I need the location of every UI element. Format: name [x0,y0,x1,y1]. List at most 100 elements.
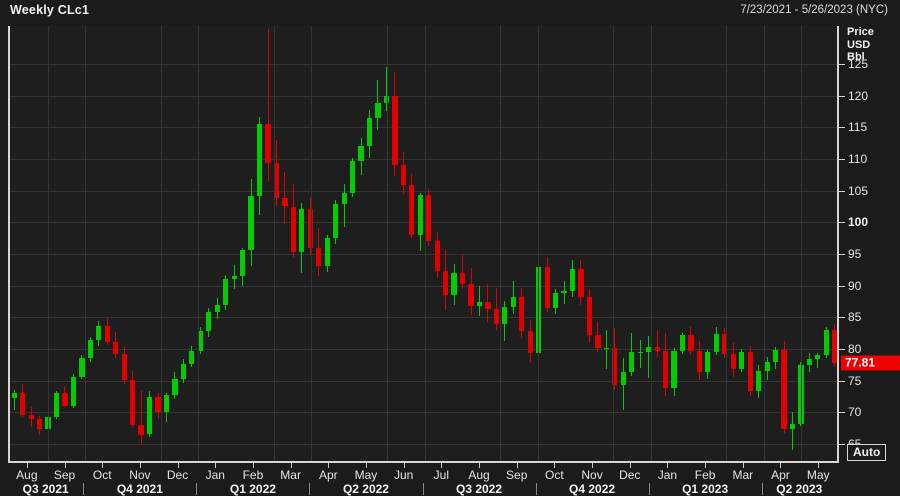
candle-body[interactable] [578,269,584,298]
candle-body[interactable] [121,354,127,381]
candle-body[interactable] [375,102,381,119]
candle-body[interactable] [832,330,837,363]
candle-body[interactable] [629,351,635,373]
candle-body[interactable] [552,293,559,308]
price-axis[interactable]: Price USD Bbl 125 120 115 110 105 100 95 90 85 80 75… [837,26,900,463]
candle-body[interactable] [679,335,686,351]
candle-body[interactable] [637,351,643,354]
time-axis[interactable]: Aug Sep Oct Nov Dec Jan Feb Mar Apr May Jun Jul Aug S… [8,463,837,496]
candle-body[interactable] [53,392,60,417]
candle-body[interactable] [240,250,246,276]
candle-body[interactable] [138,425,144,435]
candle-body[interactable] [620,372,626,386]
candle-body[interactable] [197,330,203,351]
candle-body[interactable] [443,271,449,296]
candle-body[interactable] [654,347,660,351]
candle-body[interactable] [11,393,17,399]
candle-body[interactable] [20,393,26,415]
candle-body[interactable] [104,326,110,343]
candle-body[interactable] [603,347,609,350]
candle-body[interactable] [62,392,68,406]
candle-body[interactable] [527,331,533,354]
plot-area[interactable] [8,26,837,463]
candle-body[interactable] [417,195,423,235]
candle-body[interactable] [713,333,719,353]
candle-body[interactable] [113,342,119,355]
candle-body[interactable] [485,301,491,310]
candle-body[interactable] [282,198,288,207]
candle-body[interactable] [231,275,237,279]
candle-body[interactable] [87,340,93,358]
candle-body[interactable] [273,163,280,199]
candle-body[interactable] [476,301,483,306]
candle-body[interactable] [426,195,432,242]
candle-body[interactable] [781,350,787,429]
candle-body[interactable] [493,309,499,325]
candle-body[interactable] [798,365,804,424]
candle-body[interactable] [730,354,736,370]
candle-body[interactable] [696,350,703,373]
candle-body[interactable] [772,350,779,362]
candle-body[interactable] [671,350,677,389]
candle-body[interactable] [747,351,753,391]
candle-body[interactable] [434,241,440,272]
candle-body[interactable] [561,291,567,294]
candle-body[interactable] [806,359,812,366]
candle-body[interactable] [459,273,466,285]
candle-body[interactable] [764,361,770,371]
candle-body[interactable] [214,305,220,313]
candle-body[interactable] [248,195,254,251]
candle-body[interactable] [223,278,229,306]
candle-body[interactable] [756,370,762,391]
candle-body[interactable] [256,124,263,196]
candle-body[interactable] [172,379,178,395]
candle-body[interactable] [28,414,34,420]
candle-body[interactable] [392,95,398,165]
candle-body[interactable] [823,330,829,355]
candle-body[interactable] [180,364,187,380]
candle-body[interactable] [341,192,347,204]
candle-body[interactable] [586,297,593,336]
candle-body[interactable] [189,350,195,365]
candle-body[interactable] [595,335,601,349]
candle-body[interactable] [722,333,728,355]
candle-body[interactable] [70,376,77,406]
candle-body[interactable] [510,297,516,308]
candle-body[interactable] [163,394,170,413]
candle-body[interactable] [349,160,356,193]
candle-body[interactable] [409,184,415,235]
candle-body[interactable] [290,206,296,253]
candle-body[interactable] [544,266,550,308]
candle-body[interactable] [36,419,43,430]
candle-body[interactable] [358,146,364,161]
candle-body[interactable] [519,297,525,332]
candle-body[interactable] [307,209,313,249]
candle-body[interactable] [299,209,305,253]
candle-body[interactable] [468,284,474,306]
candle-body[interactable] [130,380,136,425]
candle-body[interactable] [366,118,373,147]
candle-body[interactable] [146,397,153,435]
candle-body[interactable] [324,237,330,267]
candle-body[interactable] [646,347,652,352]
candle-body[interactable] [536,266,542,354]
candle-body[interactable] [688,335,694,351]
candle-body[interactable] [612,347,618,386]
candle-body[interactable] [451,273,457,296]
candle-body[interactable] [265,124,271,164]
candle-body[interactable] [502,307,508,325]
candle-body[interactable] [206,312,212,331]
candle-body[interactable] [316,248,322,267]
candle-body[interactable] [400,164,406,185]
candle-body[interactable] [569,269,576,292]
candle-body[interactable] [79,357,85,377]
candle-body[interactable] [155,397,161,413]
candle-body[interactable] [739,351,745,370]
candle-body[interactable] [789,423,796,429]
candle-body[interactable] [705,352,711,373]
candle-body[interactable] [383,95,390,103]
candle-body[interactable] [96,326,102,341]
candle-body[interactable] [815,354,821,360]
candle-body[interactable] [662,350,669,389]
auto-scale-button[interactable]: Auto [847,444,887,461]
